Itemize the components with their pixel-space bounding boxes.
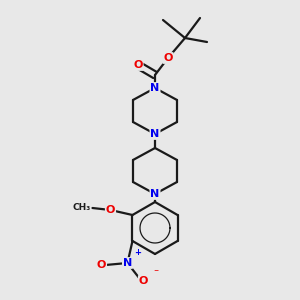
Text: N: N <box>150 129 160 139</box>
Text: CH₃: CH₃ <box>72 203 91 212</box>
Text: N: N <box>123 258 132 268</box>
Text: N: N <box>150 189 160 199</box>
Text: +: + <box>134 248 142 257</box>
Text: O: O <box>139 276 148 286</box>
Text: O: O <box>163 53 173 63</box>
Text: O: O <box>133 60 143 70</box>
Text: O: O <box>97 260 106 270</box>
Text: N: N <box>150 83 160 93</box>
Text: ⁻: ⁻ <box>154 268 159 278</box>
Text: O: O <box>106 205 115 215</box>
